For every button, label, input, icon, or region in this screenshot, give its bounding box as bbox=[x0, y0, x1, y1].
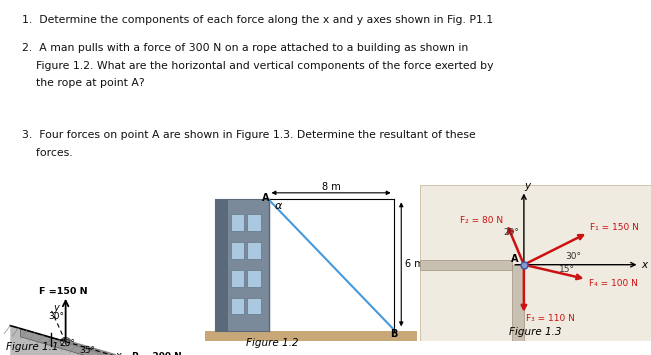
Bar bbox=[231, 214, 245, 231]
Text: P = 200 N: P = 200 N bbox=[132, 352, 182, 355]
Bar bbox=[215, 200, 269, 331]
Polygon shape bbox=[10, 326, 195, 355]
Bar bbox=[231, 270, 245, 286]
Text: α: α bbox=[274, 201, 282, 211]
Text: A: A bbox=[511, 254, 519, 264]
Circle shape bbox=[61, 338, 71, 346]
Text: 3.  Four forces on point A are shown in Figure 1.3. Determine the resultant of t: 3. Four forces on point A are shown in F… bbox=[22, 130, 476, 141]
Text: x: x bbox=[642, 260, 648, 270]
Bar bbox=[247, 242, 261, 258]
Bar bbox=[512, 265, 524, 341]
Text: F₄ = 100 N: F₄ = 100 N bbox=[589, 279, 637, 288]
Text: A: A bbox=[262, 193, 270, 203]
Text: Figure 1.2. What are the horizontal and vertical components of the force exerted: Figure 1.2. What are the horizontal and … bbox=[22, 61, 493, 71]
Text: 30°: 30° bbox=[566, 252, 581, 261]
Polygon shape bbox=[21, 329, 113, 355]
Text: Figure 1.3: Figure 1.3 bbox=[509, 327, 562, 337]
Text: x: x bbox=[115, 351, 120, 355]
Text: 35°: 35° bbox=[79, 346, 95, 355]
Text: 20°: 20° bbox=[59, 339, 76, 348]
Text: B: B bbox=[390, 329, 397, 339]
Text: Figure 1.1: Figure 1.1 bbox=[6, 342, 59, 352]
Bar bbox=[231, 298, 245, 315]
Bar bbox=[215, 200, 228, 331]
Text: F₁ = 150 N: F₁ = 150 N bbox=[590, 223, 639, 232]
Text: Figure 1.2: Figure 1.2 bbox=[246, 338, 299, 348]
Text: 15°: 15° bbox=[559, 265, 575, 274]
Text: F₂ = 80 N: F₂ = 80 N bbox=[460, 216, 503, 225]
Text: 8 m: 8 m bbox=[322, 182, 340, 192]
Bar bbox=[205, 331, 417, 341]
Text: F₃ = 110 N: F₃ = 110 N bbox=[526, 314, 575, 323]
Text: 2.  A man pulls with a force of 300 N on a rope attached to a building as shown : 2. A man pulls with a force of 300 N on … bbox=[22, 43, 468, 54]
Bar bbox=[231, 242, 245, 258]
Text: 30°: 30° bbox=[48, 312, 64, 321]
Text: F =150 N: F =150 N bbox=[39, 287, 88, 296]
Text: y: y bbox=[53, 303, 59, 313]
Text: 6 m: 6 m bbox=[405, 260, 424, 269]
Text: forces.: forces. bbox=[22, 148, 73, 158]
Bar bbox=[247, 214, 261, 231]
Text: y: y bbox=[524, 181, 531, 191]
Bar bbox=[420, 260, 512, 270]
Bar bbox=[247, 298, 261, 315]
Bar bbox=[247, 270, 261, 286]
Text: 20°: 20° bbox=[503, 228, 519, 237]
Text: 1.  Determine the components of each force along the x and y axes shown in Fig. : 1. Determine the components of each forc… bbox=[22, 15, 493, 25]
Text: the rope at point A?: the rope at point A? bbox=[22, 78, 145, 88]
